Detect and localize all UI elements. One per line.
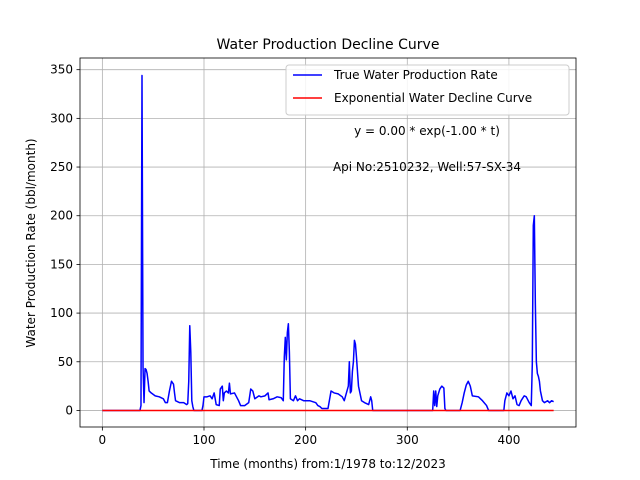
x-tick-label: 300 [396, 433, 419, 447]
x-tick-label: 100 [193, 433, 216, 447]
y-axis-label: Water Production Rate (bbl/month) [24, 138, 38, 347]
y-tick-label: 50 [58, 355, 73, 369]
plot-frame [79, 57, 577, 428]
series-layer [102, 74, 554, 412]
series-true-water-production [102, 74, 554, 412]
equation-annotation: y = 0.00 * exp(-1.00 * t) [354, 124, 500, 138]
x-tick-label: 200 [294, 433, 317, 447]
legend: True Water Production Rate Exponential W… [285, 64, 570, 116]
y-tick-label: 150 [50, 257, 73, 271]
y-tick-label: 200 [50, 209, 73, 223]
legend-label-decline-curve: Exponential Water Decline Curve [334, 91, 532, 105]
y-tick-label: 350 [50, 63, 73, 77]
well-annotation: Api No:2510232, Well:57-SX-34 [333, 160, 521, 174]
x-tick-label: 400 [497, 433, 520, 447]
legend-label-true-rate: True Water Production Rate [333, 68, 498, 82]
x-axis-label: Time (months) from:1/1978 to:12/2023 [209, 457, 446, 471]
y-tick-label: 300 [50, 111, 73, 125]
y-tick-label: 0 [65, 403, 73, 417]
legend-box [285, 64, 570, 116]
ticks: 0 100 200 300 400 0 50 100 150 200 250 300 350 [50, 63, 520, 447]
grid [80, 58, 576, 427]
y-tick-label: 250 [50, 160, 73, 174]
x-tick-label: 0 [99, 433, 107, 447]
chart-title: Water Production Decline Curve [217, 37, 440, 53]
y-tick-label: 100 [50, 306, 73, 320]
